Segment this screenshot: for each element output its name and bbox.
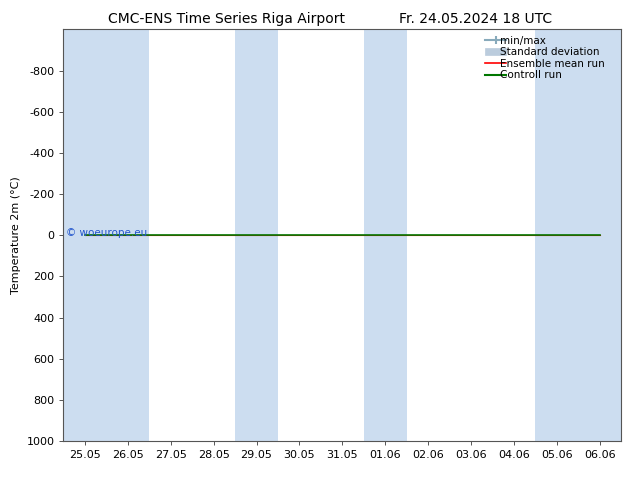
Bar [63, 29, 107, 441]
Text: Fr. 24.05.2024 18 UTC: Fr. 24.05.2024 18 UTC [399, 12, 553, 26]
Bar [107, 29, 149, 441]
Text: © woeurope.eu: © woeurope.eu [66, 228, 148, 238]
Bar [536, 29, 578, 441]
Bar [578, 29, 621, 441]
Y-axis label: Temperature 2m (°C): Temperature 2m (°C) [11, 176, 21, 294]
Text: CMC-ENS Time Series Riga Airport: CMC-ENS Time Series Riga Airport [108, 12, 345, 26]
Bar [364, 29, 407, 441]
Bar [235, 29, 278, 441]
Legend: min/max, Standard deviation, Ensemble mean run, Controll run: min/max, Standard deviation, Ensemble me… [481, 31, 619, 84]
